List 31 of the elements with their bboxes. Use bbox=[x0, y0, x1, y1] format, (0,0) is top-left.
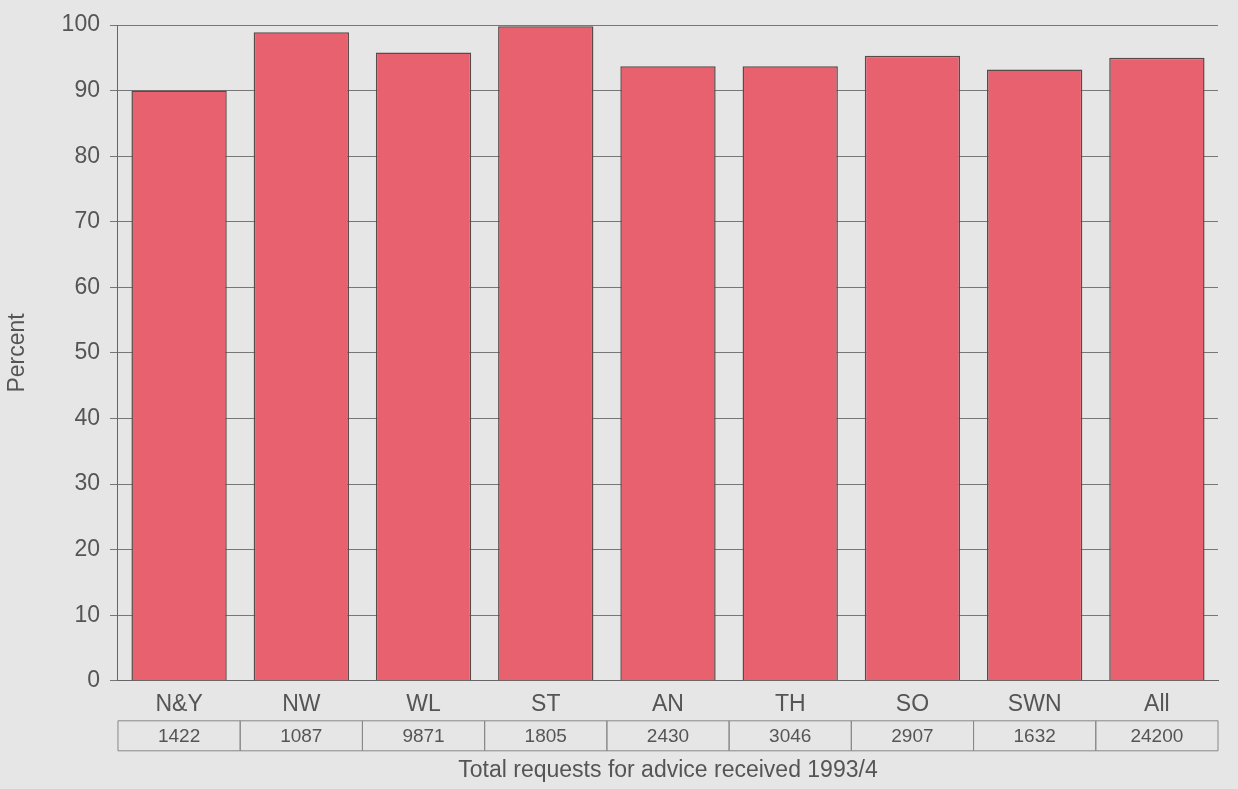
x-tick-label: WL bbox=[406, 689, 441, 716]
text: 24200 bbox=[1130, 725, 1184, 747]
y-tick-label: 40 bbox=[74, 403, 100, 430]
y-axis-title: Percent bbox=[3, 312, 30, 393]
y-tick-label: 0 bbox=[87, 666, 100, 693]
y-tick-label: 90 bbox=[74, 75, 100, 102]
x-tick-label: SWN bbox=[1007, 689, 1062, 716]
y-tick-label: 30 bbox=[74, 469, 100, 496]
y-tick-label: 20 bbox=[74, 534, 100, 561]
x-tick-label: N&Y bbox=[155, 689, 203, 716]
y-tick-label: 70 bbox=[74, 207, 100, 234]
y-tick-label: 60 bbox=[74, 272, 100, 299]
y-tick-label: 50 bbox=[74, 338, 100, 365]
y-tick-label: 100 bbox=[61, 10, 100, 37]
text: 1805 bbox=[524, 725, 567, 747]
text: 1632 bbox=[1013, 725, 1056, 747]
text: 9871 bbox=[402, 725, 445, 747]
x-tick-label: NW bbox=[282, 689, 321, 716]
y-tick-label: 80 bbox=[74, 141, 100, 168]
x-axis-title: Total requests for advice received 1993/4 bbox=[458, 755, 878, 782]
text: 2430 bbox=[646, 725, 690, 747]
x-tick-label: ST bbox=[531, 689, 561, 716]
x-tick-label: SO bbox=[895, 689, 930, 716]
text: 3046 bbox=[769, 725, 812, 747]
y-tick-label: 10 bbox=[74, 600, 100, 627]
x-tick-label: All bbox=[1144, 689, 1170, 716]
text: 1422 bbox=[157, 725, 201, 747]
x-tick-label: AN bbox=[652, 689, 684, 716]
x-tick-label: TH bbox=[774, 689, 806, 716]
text: 1087 bbox=[280, 725, 323, 747]
text: 2907 bbox=[891, 725, 934, 747]
